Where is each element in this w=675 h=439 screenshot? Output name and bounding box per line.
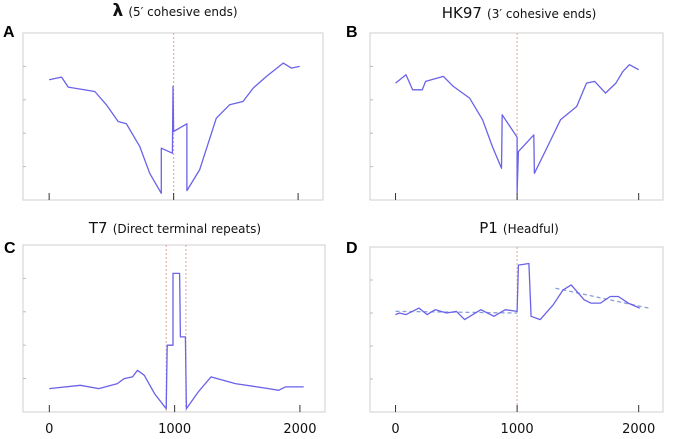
panel-letter-b: B xyxy=(346,24,358,41)
coverage-series-line xyxy=(395,262,640,321)
x-tick-label: 0 xyxy=(45,422,53,437)
chart-b xyxy=(369,32,664,201)
plot-frame xyxy=(369,32,664,201)
x-tick-label: 2000 xyxy=(622,422,655,437)
panel-letter-c: C xyxy=(4,240,16,257)
chart-a xyxy=(22,32,324,201)
panel-d-title: P1 (Headful) xyxy=(479,218,559,237)
title-sub: (Direct terminal repeats) xyxy=(112,222,262,236)
chart-d: 0 1000 2000 xyxy=(369,246,664,437)
title-sub: (3′ cohesive ends) xyxy=(487,7,597,21)
plot-frame xyxy=(22,32,324,201)
x-tick-label: 0 xyxy=(391,422,399,437)
title-sub: (5′ cohesive ends) xyxy=(128,5,238,19)
coverage-series-line xyxy=(49,272,304,410)
trend-line xyxy=(555,287,649,309)
trend-line xyxy=(395,310,518,314)
plot-frame xyxy=(369,246,664,413)
panel-a-title: λ (5′ cohesive ends) xyxy=(112,1,237,21)
panel-letter-a: A xyxy=(3,24,15,41)
x-tick-label: 2000 xyxy=(283,422,316,437)
plot-frame xyxy=(22,244,326,413)
title-main: HK97 xyxy=(441,4,482,22)
chart-c: 0 1000 2000 xyxy=(22,244,326,437)
panel-letter-d: D xyxy=(346,240,358,257)
panel-b-title: HK97 (3′ cohesive ends) xyxy=(442,3,597,22)
title-main: λ xyxy=(112,1,124,21)
title-main: T7 xyxy=(88,219,108,237)
x-tick-label: 1000 xyxy=(501,422,534,437)
x-tick-label: 1000 xyxy=(158,422,191,437)
title-main: P1 xyxy=(479,219,498,237)
panel-c-title: T7 (Direct terminal repeats) xyxy=(89,218,261,237)
coverage-series-line xyxy=(48,62,300,194)
title-sub: (Headful) xyxy=(502,222,559,236)
coverage-series-line xyxy=(395,64,640,194)
